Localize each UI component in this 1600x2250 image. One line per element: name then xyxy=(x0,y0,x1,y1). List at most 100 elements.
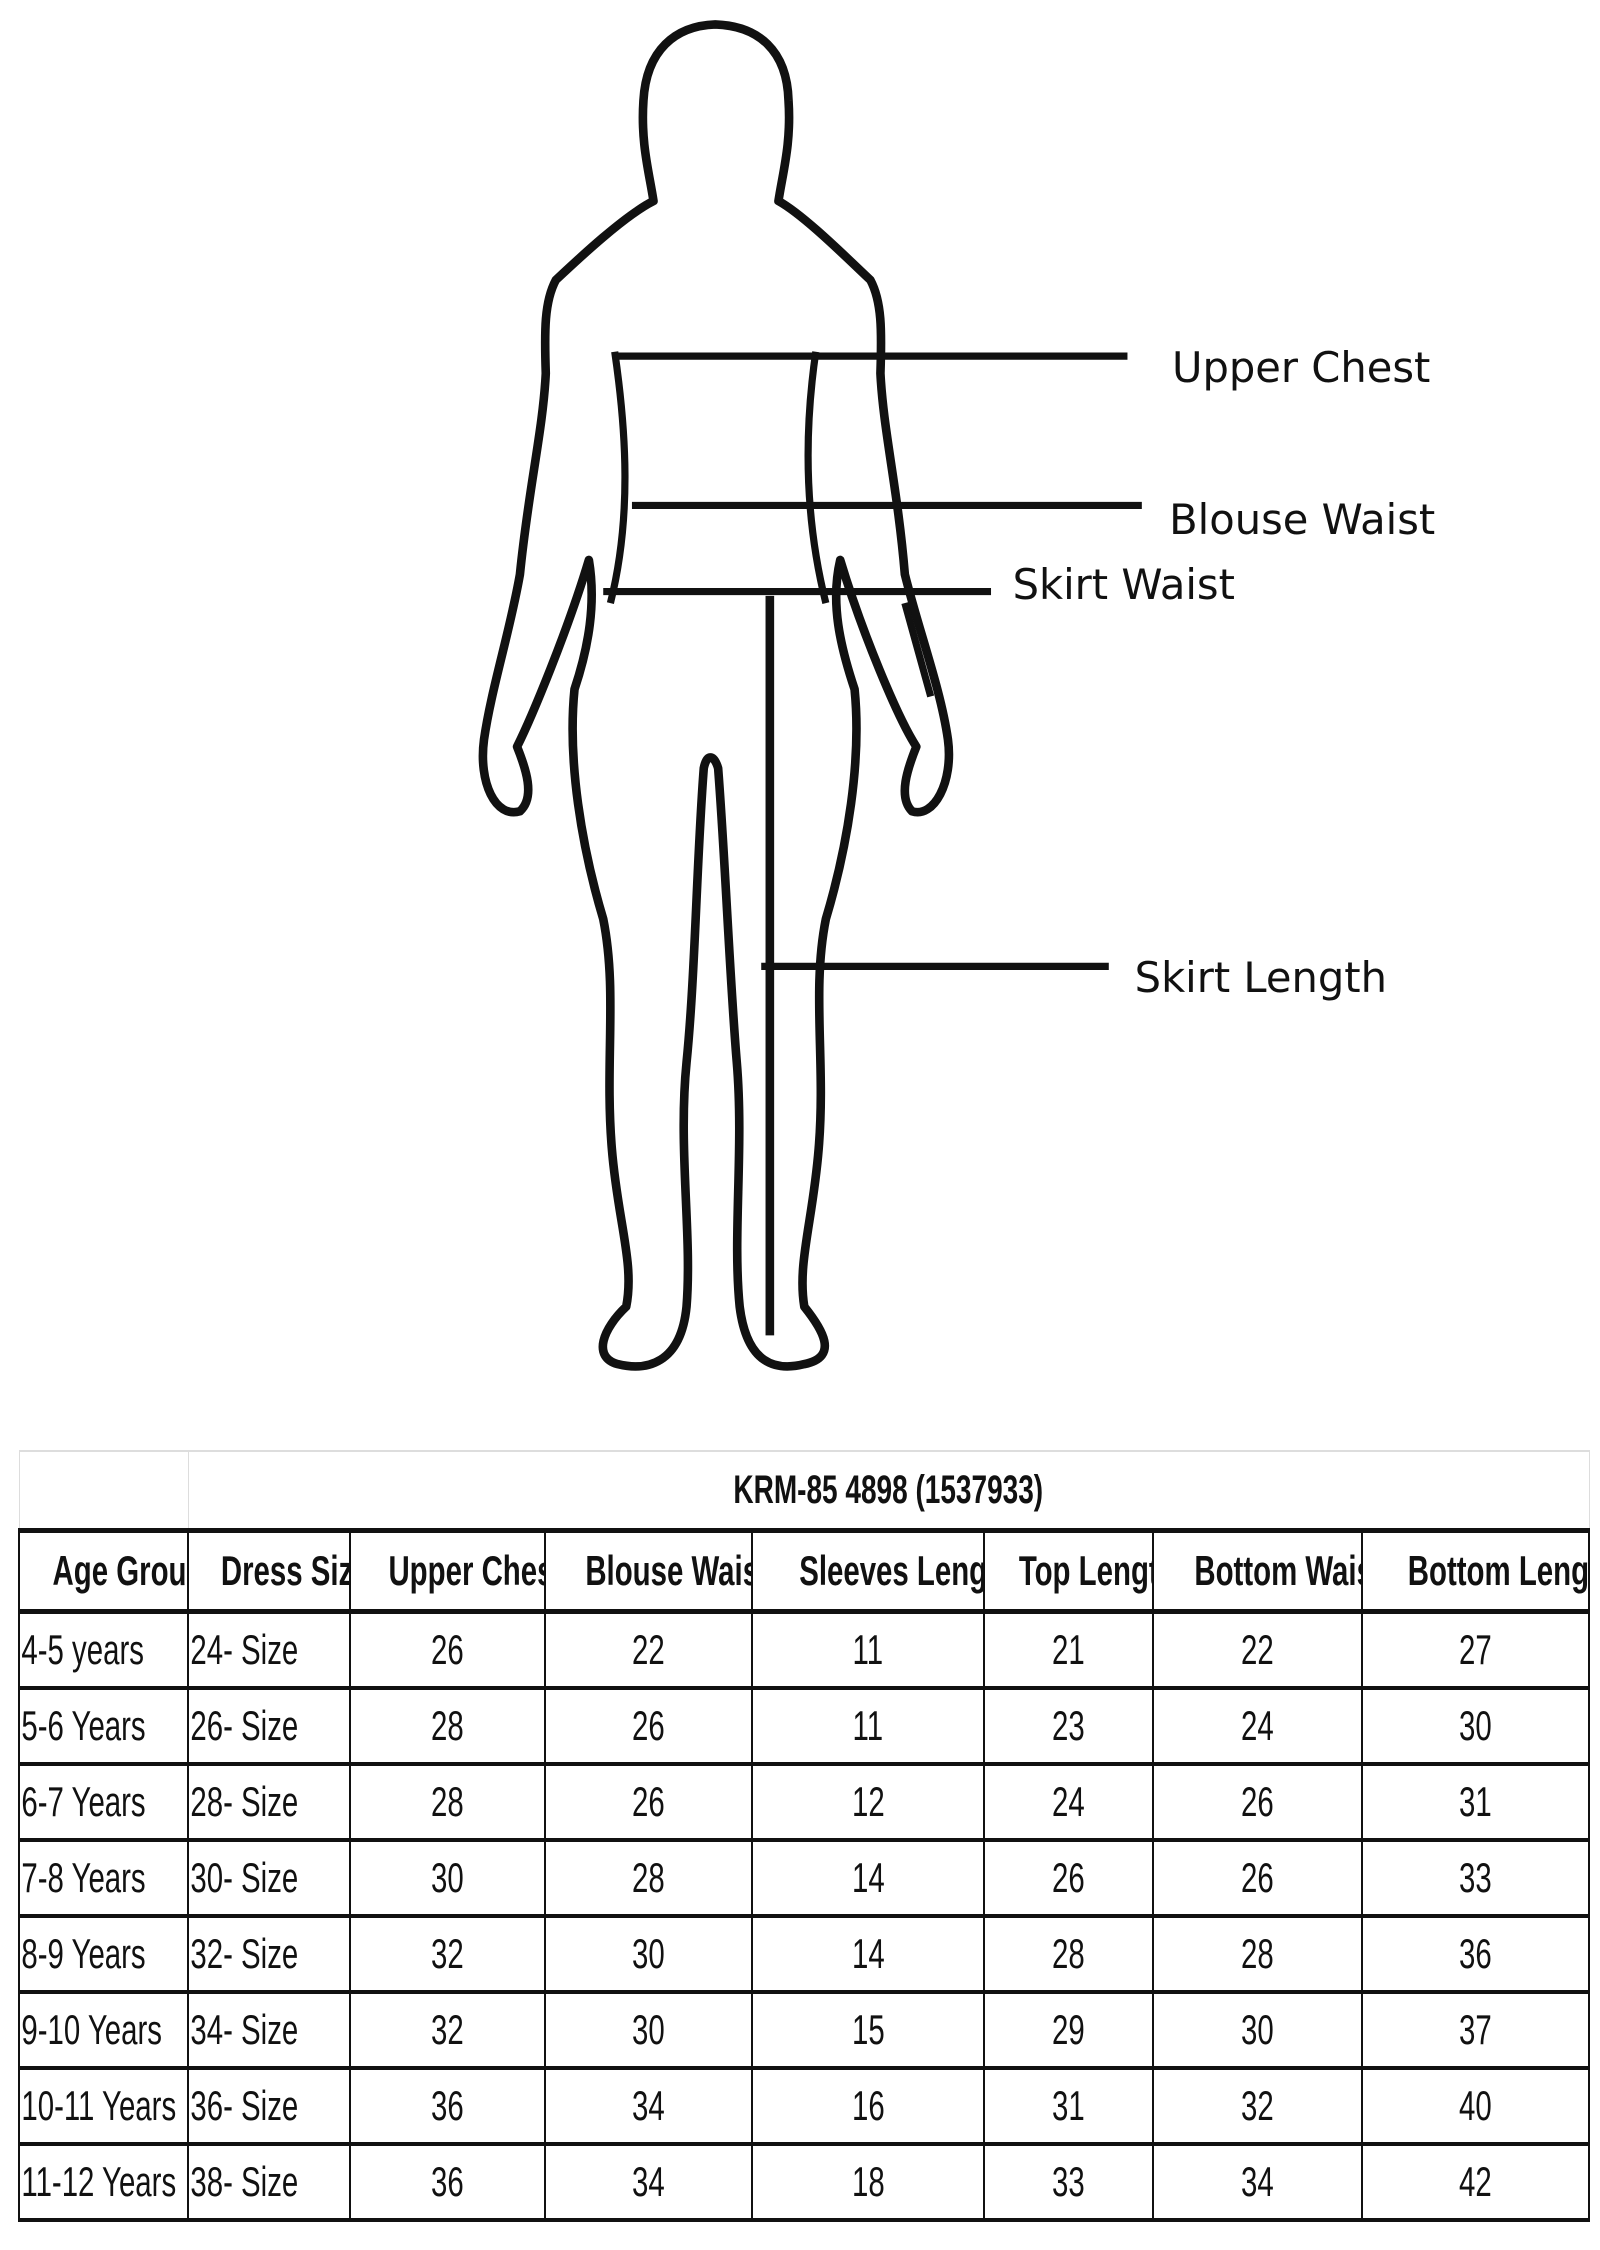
table-header-row: Age Group Dress Size Upper Chest Blouse Wai… xyxy=(18,1529,1591,1614)
table-cell: 9-10 Years xyxy=(18,1991,189,2070)
table-cell: 32 xyxy=(349,1915,546,1994)
cell-value: 24 xyxy=(1241,1702,1274,1749)
table-cell: 34 xyxy=(544,2143,753,2222)
table-cell: 36- Size xyxy=(187,2067,351,2146)
cell-value: 42 xyxy=(1459,2158,1492,2205)
table-cell: 34 xyxy=(1152,2143,1363,2222)
cell-value: 37 xyxy=(1459,2006,1492,2053)
table-row: 7-8 Years 30- Size 30 28 14 26 26 33 xyxy=(18,1839,1591,1918)
cell-value: 36 xyxy=(431,2082,464,2129)
column-header-label: Bottom Waist xyxy=(1194,1547,1360,1594)
cell-value: 34- Size xyxy=(190,2006,299,2053)
cell-value: 34 xyxy=(632,2158,665,2205)
skirt-length-label: Skirt Length xyxy=(1135,953,1387,1002)
cell-value: 28 xyxy=(431,1702,464,1749)
cell-value: 38- Size xyxy=(190,2158,299,2205)
cell-value: 32 xyxy=(1241,2082,1274,2129)
table-cell: 11 xyxy=(751,1687,985,1766)
cell-value: 12 xyxy=(851,1778,885,1825)
table-cell: 14 xyxy=(751,1915,985,1994)
table-cell: 18 xyxy=(751,2143,985,2222)
cell-value: 40 xyxy=(1459,2082,1492,2129)
table-cell: 26 xyxy=(349,1610,546,1690)
cell-value: 30 xyxy=(632,2006,665,2053)
column-header: Sleeves Length xyxy=(751,1529,985,1614)
table-cell: 26 xyxy=(544,1763,753,1842)
table-cell: 42 xyxy=(1360,2143,1591,2222)
cell-value: 32 xyxy=(431,1930,464,1977)
cell-value: 34 xyxy=(1241,2158,1274,2205)
column-header: Age Group xyxy=(18,1529,189,1614)
table-row: 6-7 Years 28- Size 28 26 12 24 26 31 xyxy=(18,1763,1591,1842)
cell-value: 14 xyxy=(851,1854,885,1901)
cell-value: 33 xyxy=(1459,1854,1492,1901)
cell-value: 36 xyxy=(1459,1930,1492,1977)
table-cell: 34 xyxy=(544,2067,753,2146)
cell-value: 26- Size xyxy=(190,1702,299,1749)
blouse-waist-label: Blouse Waist xyxy=(1169,495,1435,544)
table-title-row: KRM-85 4898 (1537933) xyxy=(18,1450,1590,1533)
table-cell: 29 xyxy=(983,1991,1154,2070)
table-cell: 36 xyxy=(349,2067,546,2146)
column-header: Dress Size xyxy=(187,1529,351,1614)
table-cell: 33 xyxy=(983,2143,1154,2222)
table-cell: 7-8 Years xyxy=(18,1839,189,1918)
table-row: 11-12 Years 38- Size 36 34 18 33 34 42 xyxy=(18,2143,1591,2222)
cell-value: 30 xyxy=(632,1930,665,1977)
column-header: Top Length xyxy=(983,1529,1154,1614)
cell-value: 34 xyxy=(632,2082,665,2129)
table-cell: 28 xyxy=(349,1763,546,1842)
cell-value: 7-8 Years xyxy=(21,1854,146,1901)
cell-value: 26 xyxy=(1241,1778,1274,1825)
cell-value: 30 xyxy=(431,1854,464,1901)
cell-value: 23 xyxy=(1052,1702,1085,1749)
table-cell: 26 xyxy=(1152,1763,1363,1842)
table-cell: 31 xyxy=(1360,1763,1591,1842)
table-cell: 16 xyxy=(751,2067,985,2146)
cell-value: 24 xyxy=(1052,1778,1085,1825)
table-cell: 36 xyxy=(349,2143,546,2222)
cell-value: 4-5 years xyxy=(21,1626,144,1673)
upper-chest-label: Upper Chest xyxy=(1172,343,1430,392)
cell-value: 11 xyxy=(852,1626,884,1673)
cell-value: 29 xyxy=(1052,2006,1085,2053)
cell-value: 10-11 Years xyxy=(21,2082,177,2129)
table-cell: 34- Size xyxy=(187,1991,351,2070)
column-header-label: Sleeves Length xyxy=(799,1547,982,1594)
table-cell: 37 xyxy=(1360,1991,1591,2070)
size-chart-table: KRM-85 4898 (1537933) Age Group Dress Siz… xyxy=(18,1450,1591,2222)
table-cell: 14 xyxy=(751,1839,985,1918)
table-cell: 23 xyxy=(983,1687,1154,1766)
column-header-label: Bottom Length xyxy=(1407,1547,1590,1594)
skirt-waist-label: Skirt Waist xyxy=(1013,560,1235,609)
table-row: 8-9 Years 32- Size 32 30 14 28 28 36 xyxy=(18,1915,1591,1994)
table-cell: 32 xyxy=(349,1991,546,2070)
table-cell: 10-11 Years xyxy=(18,2067,189,2146)
table-cell: 28 xyxy=(349,1687,546,1766)
column-header-label: Age Group xyxy=(52,1547,187,1594)
cell-value: 28 xyxy=(632,1854,665,1901)
table-cell: 24- Size xyxy=(187,1610,351,1690)
product-code-title: KRM-85 4898 (1537933) xyxy=(187,1450,1590,1533)
table-cell: 32- Size xyxy=(187,1915,351,1994)
cell-value: 11-12 Years xyxy=(21,2158,177,2205)
table-cell: 33 xyxy=(1360,1839,1591,1918)
cell-value: 30 xyxy=(1459,1702,1492,1749)
table-cell: 38- Size xyxy=(187,2143,351,2222)
table-cell: 24 xyxy=(1152,1687,1363,1766)
cell-value: 26 xyxy=(632,1702,665,1749)
table-cell: 40 xyxy=(1360,2067,1591,2146)
table-cell: 22 xyxy=(1152,1610,1363,1690)
column-header: Blouse Waist xyxy=(544,1529,753,1614)
table-cell: 11-12 Years xyxy=(18,2143,189,2222)
cell-value: 31 xyxy=(1052,2082,1085,2129)
table-cell: 28 xyxy=(544,1839,753,1918)
table-row: 9-10 Years 34- Size 32 30 15 29 30 37 xyxy=(18,1991,1591,2070)
table-cell: 15 xyxy=(751,1991,985,2070)
cell-value: 33 xyxy=(1052,2158,1085,2205)
table-cell: 28- Size xyxy=(187,1763,351,1842)
cell-value: 5-6 Years xyxy=(21,1702,146,1749)
table-body: 4-5 years 24- Size 26 22 11 21 22 27 5-6 Years 26… xyxy=(18,1610,1591,2222)
cell-value: 26 xyxy=(1241,1854,1274,1901)
table-cell: 26 xyxy=(983,1839,1154,1918)
